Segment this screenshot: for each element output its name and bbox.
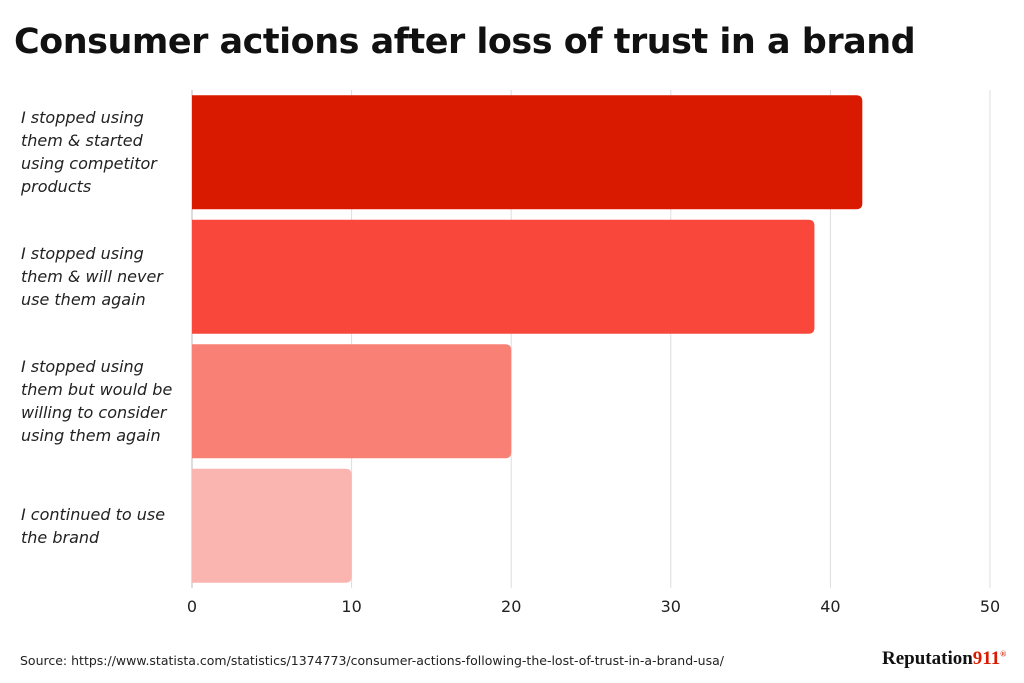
x-tick-label: 40 (820, 597, 840, 616)
logo-mark: ® (1000, 649, 1007, 659)
logo-number: 911 (972, 648, 1001, 669)
x-tick-label: 50 (980, 597, 1000, 616)
bar (192, 344, 512, 459)
chart-title: Consumer actions after loss of trust in … (14, 22, 916, 62)
category-label: I stopped using them & started using com… (21, 108, 157, 197)
bar (192, 219, 815, 334)
logo-text: Reputation (882, 648, 973, 669)
x-tick-label: 20 (501, 597, 521, 616)
category-label: I continued to use the brand (21, 504, 166, 547)
bar (192, 95, 863, 210)
bar (192, 468, 352, 583)
category-label: I stopped using them & will never use th… (21, 244, 163, 310)
source-text: Source: https://www.statista.com/statist… (20, 653, 724, 668)
x-tick-label: 30 (661, 597, 681, 616)
reputation911-logo: Reputation911® (882, 648, 1006, 670)
x-tick-label: 0 (187, 597, 197, 616)
category-label: I stopped using them but would be willin… (21, 357, 173, 446)
x-tick-label: 10 (341, 597, 361, 616)
